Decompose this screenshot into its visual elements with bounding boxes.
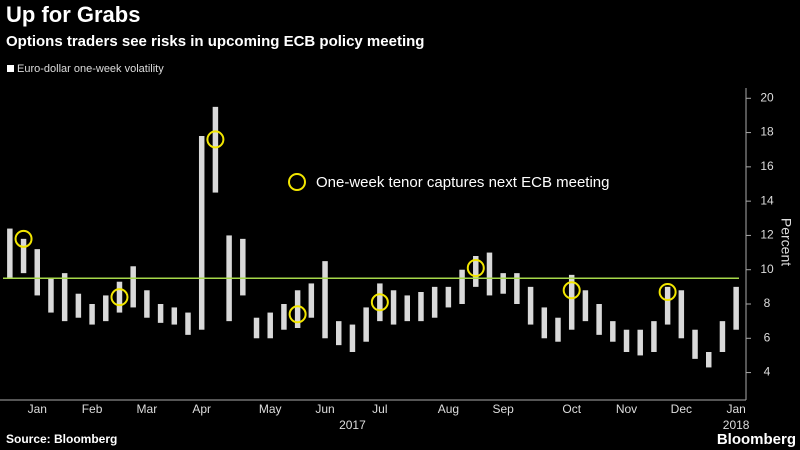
range-bar xyxy=(568,274,575,330)
range-bar xyxy=(61,273,68,322)
range-bar xyxy=(527,286,534,325)
y-tick-label: 4 xyxy=(764,365,771,379)
y-tick-label: 10 xyxy=(760,262,774,276)
range-bar xyxy=(706,352,712,368)
x-tick-label: Apr xyxy=(192,402,211,416)
range-bar xyxy=(719,321,726,352)
range-bar xyxy=(610,321,616,342)
x-tick-label: Mar xyxy=(137,402,158,416)
legend-swatch xyxy=(7,65,14,72)
range-bar xyxy=(48,278,54,313)
highlight-circle xyxy=(206,130,225,149)
range-bar xyxy=(7,228,13,279)
range-bar xyxy=(349,324,356,352)
x-tick-label: Jul xyxy=(372,402,387,416)
range-bar xyxy=(664,286,671,325)
y-tick-label: 8 xyxy=(764,296,771,310)
range-bar xyxy=(171,307,178,325)
x-year-label: 2018 xyxy=(723,418,750,432)
range-bar xyxy=(294,290,301,328)
highlight-circle xyxy=(288,305,307,324)
x-tick-label: Sep xyxy=(493,402,515,416)
range-bar xyxy=(459,269,465,304)
chart-title: Up for Grabs xyxy=(6,2,140,27)
range-bar xyxy=(514,273,520,304)
highlight-circle xyxy=(370,293,389,312)
range-bar xyxy=(582,290,589,322)
range-bar xyxy=(240,238,246,296)
y-tick-label: 20 xyxy=(760,90,774,104)
range-bar xyxy=(267,312,273,339)
x-tick-label: Feb xyxy=(82,402,103,416)
x-tick-label: Nov xyxy=(616,402,637,416)
range-bar xyxy=(130,266,136,308)
range-bar xyxy=(185,312,191,335)
highlight-circle xyxy=(110,288,129,307)
range-bar xyxy=(89,304,95,325)
range-bar xyxy=(404,295,410,322)
range-bar xyxy=(733,286,739,330)
x-tick-label: Jan xyxy=(726,402,745,416)
range-bar xyxy=(445,286,452,308)
x-tick-label: Dec xyxy=(671,402,692,416)
x-tick-label: Jan xyxy=(28,402,47,416)
range-bar xyxy=(678,290,685,339)
legend-label: Euro-dollar one-week volatility xyxy=(17,63,164,75)
source: Source: Bloomberg xyxy=(6,432,117,446)
y-tick-label: 18 xyxy=(760,125,774,139)
annotation-circle xyxy=(288,173,306,191)
range-bar xyxy=(596,304,602,335)
y-axis-label: Percent xyxy=(778,218,794,266)
y-tick-label: 14 xyxy=(760,193,774,207)
range-bar xyxy=(144,290,150,318)
range-bar xyxy=(486,252,493,296)
x-tick-label: Oct xyxy=(562,402,581,416)
y-tick-label: 12 xyxy=(760,228,774,242)
range-bar xyxy=(253,317,260,339)
range-bar xyxy=(651,321,657,352)
range-bar xyxy=(418,292,424,322)
range-bar xyxy=(308,283,315,318)
range-bar xyxy=(541,307,548,339)
range-bar xyxy=(281,304,287,330)
range-bar xyxy=(198,136,205,330)
range-bar xyxy=(336,321,342,346)
brand: Bloomberg xyxy=(717,431,796,448)
range-bar xyxy=(500,273,506,294)
range-bar xyxy=(363,307,369,342)
range-bar xyxy=(20,238,27,274)
range-bar xyxy=(212,106,219,193)
x-tick-label: May xyxy=(259,402,282,416)
range-bar xyxy=(473,256,479,287)
range-bar xyxy=(692,329,698,359)
y-tick-label: 16 xyxy=(760,159,774,173)
range-bar xyxy=(34,249,40,296)
highlight-circle xyxy=(466,259,485,277)
highlight-circle xyxy=(562,281,581,300)
x-tick-label: Aug xyxy=(438,402,459,416)
range-bar xyxy=(637,329,643,356)
range-bar xyxy=(75,293,82,318)
range-bar xyxy=(377,283,383,322)
range-bar xyxy=(157,304,164,323)
range-bar xyxy=(623,329,630,352)
annotation: One-week tenor captures next ECB meeting xyxy=(316,174,609,191)
range-bar xyxy=(322,261,328,339)
range-bar xyxy=(116,281,123,313)
y-tick-label: 6 xyxy=(764,330,771,344)
range-bar xyxy=(431,286,438,318)
highlight-circle xyxy=(658,283,677,301)
range-bar xyxy=(103,295,109,322)
chart-subtitle: Options traders see risks in upcoming EC… xyxy=(6,33,424,50)
highlight-circle xyxy=(14,229,33,248)
x-tick-label: Jun xyxy=(315,402,334,416)
range-bar xyxy=(390,290,397,325)
x-year-label: 2017 xyxy=(339,418,366,432)
range-bar xyxy=(555,317,561,342)
